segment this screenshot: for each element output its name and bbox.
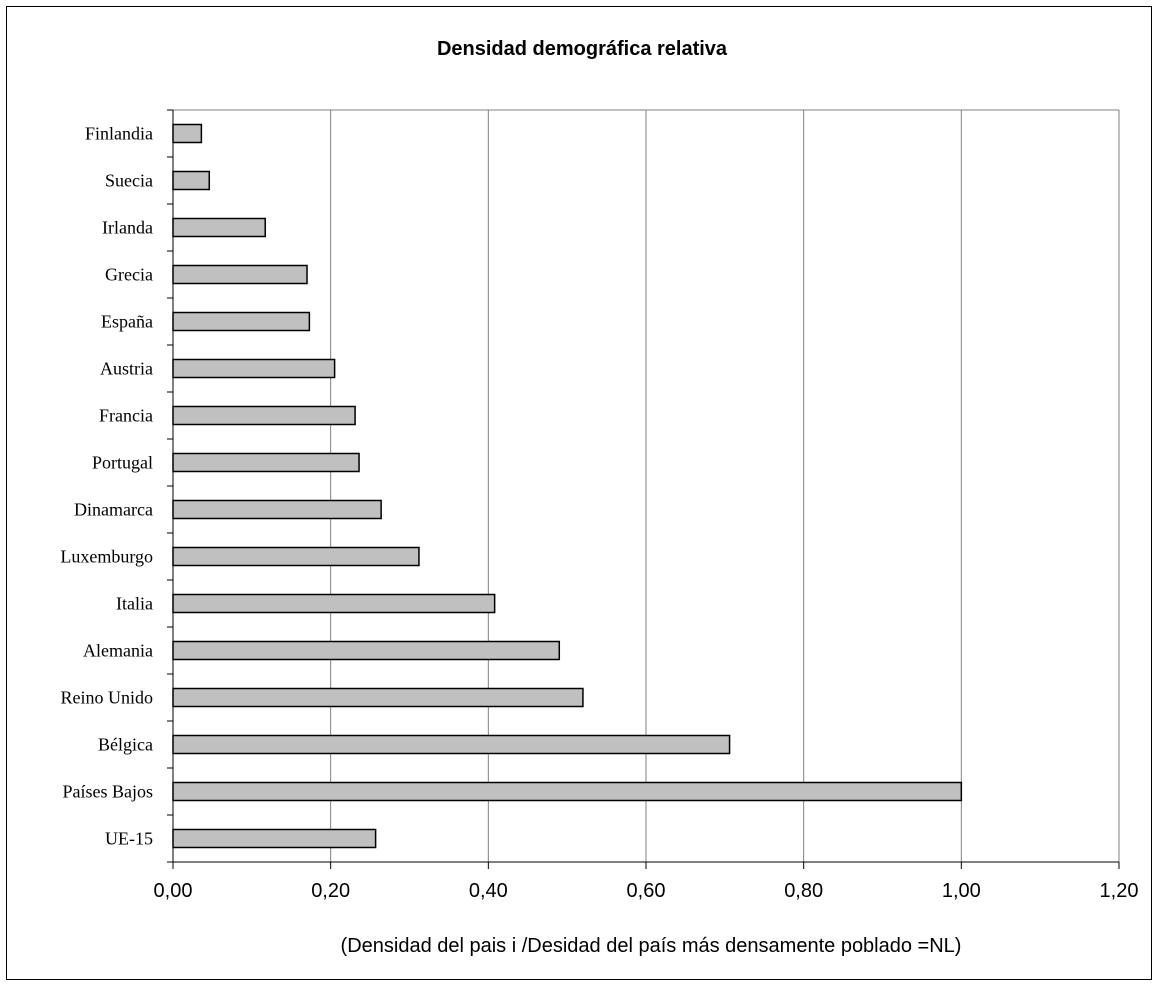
y-category-label: Reino Unido (61, 688, 154, 708)
y-category-label: España (101, 312, 153, 332)
x-tick-label: 0,20 (311, 880, 350, 902)
y-category-label: Austria (100, 359, 153, 379)
y-category-label: Grecia (105, 265, 153, 285)
bar (173, 266, 307, 284)
bar (173, 783, 961, 801)
bar (173, 125, 201, 143)
bar (173, 689, 583, 707)
bar (173, 360, 335, 378)
bar (173, 407, 355, 425)
bar (173, 219, 265, 237)
y-category-label: Finlandia (85, 124, 153, 144)
bar (173, 830, 376, 848)
axis-layer (167, 110, 1119, 869)
y-category-label: Italia (116, 594, 153, 614)
x-axis-title: (Densidad del pais i /Desidad del país m… (341, 935, 962, 957)
y-category-label: Portugal (92, 453, 153, 473)
bar (173, 172, 209, 190)
y-category-label: Francia (99, 406, 153, 426)
x-tick-label: 0,80 (784, 880, 823, 902)
bar (173, 501, 381, 519)
bar (173, 454, 359, 472)
bar (173, 595, 495, 613)
y-category-label: Países Bajos (62, 782, 153, 802)
bar-layer (173, 125, 961, 848)
x-tick-label: 0,00 (154, 880, 193, 902)
y-category-label: Luxemburgo (60, 547, 153, 567)
x-tick-label: 1,00 (942, 880, 981, 902)
x-tick-label: 0,60 (627, 880, 666, 902)
y-category-label: Bélgica (98, 735, 153, 755)
x-tick-label: 0,40 (469, 880, 508, 902)
y-category-label: Alemania (83, 641, 153, 661)
y-category-label: Dinamarca (74, 500, 153, 520)
chart-title: Densidad demográfica relativa (437, 38, 728, 60)
x-tick-label: 1,20 (1100, 880, 1139, 902)
bar (173, 736, 730, 754)
bar (173, 642, 559, 660)
bar (173, 313, 309, 331)
y-category-label: Suecia (105, 171, 153, 191)
y-category-label: Irlanda (102, 218, 153, 238)
bar (173, 548, 419, 566)
y-category-label: UE-15 (105, 829, 153, 849)
